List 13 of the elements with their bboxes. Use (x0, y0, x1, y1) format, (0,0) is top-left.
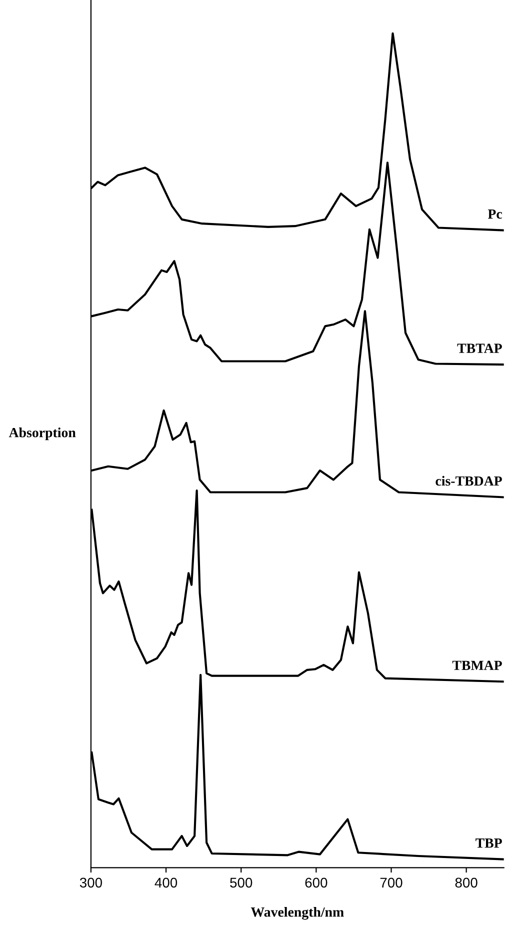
x-tick-label: 600 (305, 878, 328, 888)
series-label: TBTAP (457, 344, 502, 353)
x-axis-title: Wavelength/nm (250, 907, 344, 920)
series-label: Pc (488, 209, 502, 219)
x-tick-label: 400 (154, 878, 178, 888)
series-label: TBP (476, 838, 502, 848)
x-tick-label: 300 (80, 878, 102, 888)
x-tick-label: 800 (455, 878, 478, 888)
x-tick-label: 500 (230, 878, 252, 888)
y-axis-title: Absorption (8, 428, 76, 440)
series-label: cis-TBDAP (436, 476, 502, 486)
series-label: TBMAP (452, 660, 502, 670)
x-tick-label: 700 (380, 878, 402, 888)
